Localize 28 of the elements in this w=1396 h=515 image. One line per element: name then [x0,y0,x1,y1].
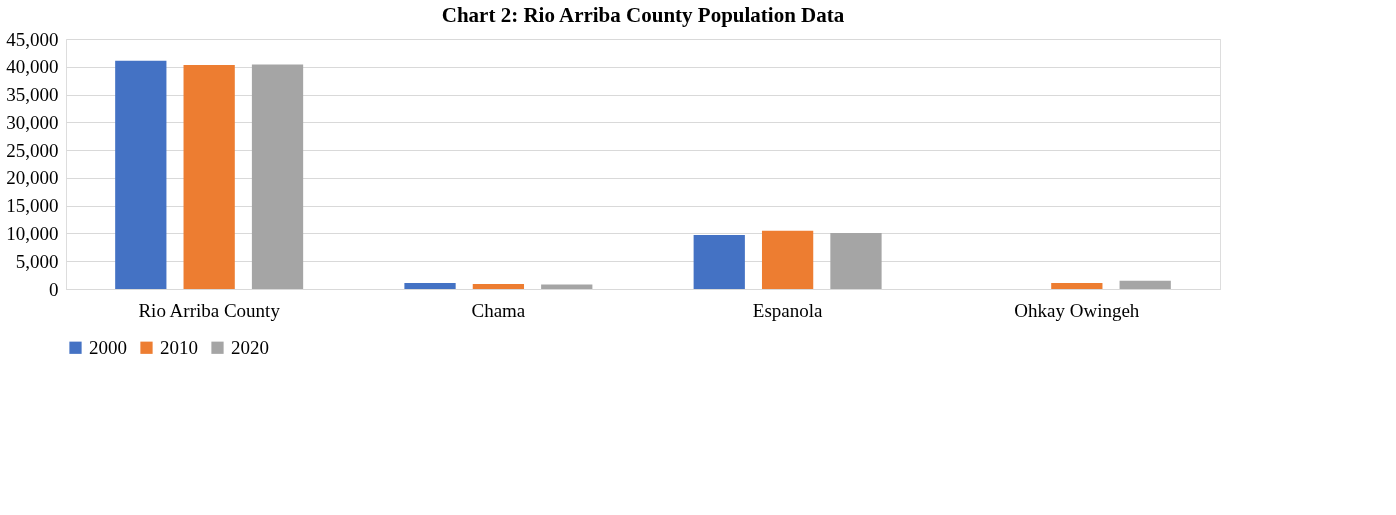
x-tick-label: Espanola [752,299,823,321]
x-tick-label: Ohkay Owingeh [1014,299,1140,321]
bar [1051,282,1103,289]
y-tick-label: 15,000 [6,195,59,217]
x-tick-label: Rio Arriba County [138,299,281,321]
y-tick-label: 30,000 [6,111,59,133]
bar [251,64,304,289]
legend-label: 2010 [160,336,198,358]
y-tick-label: 25,000 [6,139,59,161]
y-tick-label: 40,000 [6,56,59,78]
bar [183,65,235,289]
legend-label: 2020 [231,336,269,358]
bar [830,232,882,289]
y-tick-label: 5,000 [15,250,59,272]
legend-label: 2000 [89,336,127,358]
bar [472,284,525,289]
y-tick-label: 35,000 [6,84,59,106]
y-tick-label: 0 [49,278,59,300]
y-tick-label: 20,000 [6,167,59,189]
x-tick-label: Chama [471,299,526,321]
chart-title: Chart 2: Rio Arriba County Population Data [441,3,845,27]
y-tick-label: 10,000 [6,222,59,244]
bar [1119,280,1171,289]
y-tick-label: 45,000 [6,28,59,50]
bar [404,282,456,289]
bar [693,235,745,289]
bar [761,230,814,289]
bar [115,60,167,289]
